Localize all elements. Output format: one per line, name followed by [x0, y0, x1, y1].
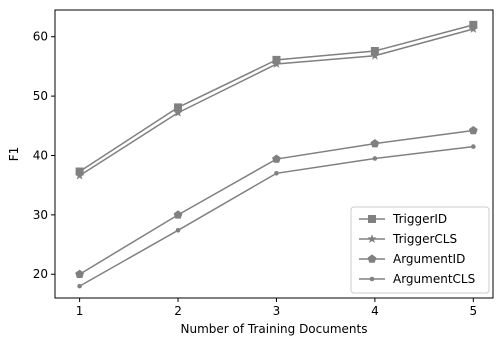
x-tick-label: 1: [76, 304, 84, 318]
series-argumentid: [75, 125, 478, 278]
data-point-argumentcls: [175, 228, 181, 233]
legend-label-triggercls: TriggerCLS: [392, 232, 457, 246]
legend-entry-triggercls: TriggerCLS: [359, 232, 457, 246]
data-point-argumentid: [173, 210, 183, 219]
legend-swatch-marker: [367, 234, 377, 243]
data-point-triggercls: [468, 24, 478, 33]
x-tick-label: 2: [174, 304, 182, 318]
x-tick-label: 3: [273, 304, 281, 318]
y-tick-label: 20: [33, 267, 48, 281]
legend-label-triggerid: TriggerID: [392, 212, 447, 226]
legend-entry-triggerid: TriggerID: [359, 212, 447, 226]
legend-swatch-marker: [367, 254, 377, 263]
data-point-triggercls: [370, 50, 380, 60]
series-argumentcls: [77, 144, 476, 289]
legend-label-argumentcls: ArgumentCLS: [393, 272, 475, 286]
axes: 1 2 3 4 5 20 30 40 50 60: [33, 30, 477, 318]
legend-swatch-marker: [368, 215, 376, 223]
y-axis-label: F1: [7, 147, 21, 162]
y-tick-label: 40: [33, 148, 48, 162]
data-point-argumentid: [272, 154, 281, 163]
legend-box: [350, 206, 490, 294]
series-layer: [75, 20, 478, 289]
x-tick-label: 4: [371, 304, 379, 318]
series-line-triggerid: [79, 24, 474, 173]
data-point-argumentcls: [77, 283, 82, 289]
data-point-triggercls: [173, 107, 183, 117]
data-point-triggerid: [174, 103, 183, 112]
plot-frame: [54, 9, 494, 299]
data-point-argumentcls: [471, 144, 476, 149]
data-point-argumentid: [75, 269, 84, 278]
legend-swatch-marker: [369, 276, 375, 282]
data-point-argumentcls: [372, 156, 378, 161]
y-tick-label: 30: [33, 208, 48, 222]
x-tick-label: 5: [469, 304, 477, 318]
legend-entry-argumentid: ArgumentID: [359, 252, 465, 266]
data-point-argumentid: [468, 125, 478, 135]
plot-border: [54, 9, 494, 299]
y-tick-label: 60: [33, 30, 48, 44]
data-point-argumentid: [370, 139, 380, 148]
data-point-triggercls: [271, 59, 282, 68]
y-tick-label: 50: [33, 89, 48, 103]
x-axis-label: Number of Training Documents: [181, 322, 368, 336]
legend: TriggerID TriggerCLS ArgumentID ArgumentCLS: [350, 206, 490, 294]
data-point-argumentcls: [274, 170, 279, 176]
legend-entry-argumentcls: ArgumentCLS: [359, 272, 475, 286]
series-triggercls: [75, 24, 478, 180]
data-point-triggercls: [75, 170, 85, 180]
legend-label-argumentid: ArgumentID: [393, 252, 465, 266]
